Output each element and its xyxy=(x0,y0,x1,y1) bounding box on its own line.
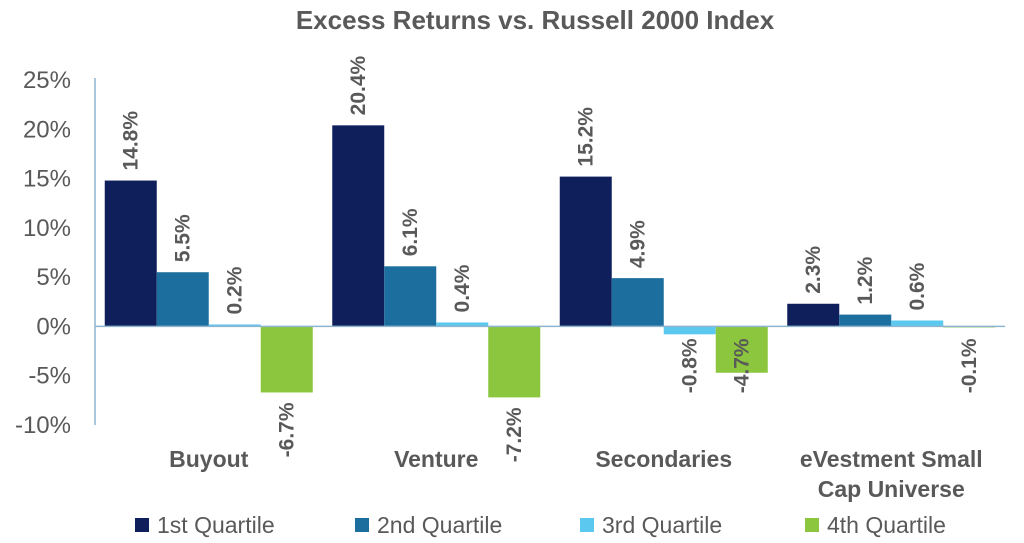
bar xyxy=(208,324,261,327)
legend-label: 3rd Quartile xyxy=(602,512,722,538)
bar xyxy=(156,272,209,327)
legend-label: 2nd Quartile xyxy=(377,512,502,538)
data-label: 4.9% xyxy=(627,220,650,268)
bar xyxy=(332,125,385,327)
bars-group xyxy=(104,125,996,398)
y-tick-label: -10% xyxy=(15,412,71,439)
x-category-label: Buyout xyxy=(169,446,249,472)
legend-swatch xyxy=(805,518,819,532)
bar xyxy=(787,303,840,327)
data-label: 0.4% xyxy=(451,264,474,312)
legend-swatch xyxy=(580,518,594,532)
data-labels: 14.8% 20.4% 15.2% 2.3% 5.5% 6.1% 4.9% 1.2% 0.2% 0… xyxy=(120,55,982,462)
chart-title: Excess Returns vs. Russell 2000 Index xyxy=(296,5,775,35)
legend-swatch xyxy=(135,518,149,532)
y-tick-label: 20% xyxy=(23,116,71,143)
y-tick-label: 15% xyxy=(23,166,71,193)
data-label: -7.2% xyxy=(503,407,526,462)
bar xyxy=(839,314,892,327)
x-axis-category-labels: Buyout Venture Secondaries eVestment Small C… xyxy=(169,446,983,502)
x-category-label: Secondaries xyxy=(595,446,732,472)
bar xyxy=(384,266,437,327)
legend: 1st Quartile 2nd Quartile 3rd Quartile 4th … xyxy=(135,512,946,538)
x-category-label: eVestment Small Cap Universe xyxy=(800,446,983,502)
y-axis-ticks: 25% 20% 15% 10% 5% 0% -5% -10% xyxy=(15,67,71,439)
legend-label: 4th Quartile xyxy=(827,512,946,538)
legend-item: 1st Quartile xyxy=(135,512,275,538)
data-label: 20.4% xyxy=(347,55,370,115)
data-label: 0.6% xyxy=(906,262,929,310)
data-label: 6.1% xyxy=(399,208,422,256)
bar xyxy=(104,180,157,327)
data-label: -0.8% xyxy=(679,338,702,393)
bar xyxy=(488,326,541,398)
data-label: -4.7% xyxy=(731,338,754,393)
data-label: 5.5% xyxy=(172,214,195,262)
data-label: -6.7% xyxy=(276,402,299,457)
data-label: -0.1% xyxy=(958,338,981,393)
bar xyxy=(436,322,489,327)
bar xyxy=(891,320,944,327)
y-tick-label: 0% xyxy=(36,313,71,340)
y-tick-label: 10% xyxy=(23,215,71,242)
legend-swatch xyxy=(355,518,369,532)
legend-item: 4th Quartile xyxy=(805,512,946,538)
data-label: 1.2% xyxy=(854,256,877,304)
bar xyxy=(611,278,664,327)
y-tick-label: -5% xyxy=(28,363,71,390)
bar xyxy=(559,176,612,327)
bar xyxy=(715,326,768,373)
bar xyxy=(260,326,313,393)
bar xyxy=(663,326,716,335)
data-label: 2.3% xyxy=(802,246,825,294)
x-category-label: Venture xyxy=(394,446,478,472)
y-tick-label: 25% xyxy=(23,67,71,94)
data-label: 14.8% xyxy=(120,111,143,171)
data-label: 0.2% xyxy=(224,266,247,314)
data-label: 15.2% xyxy=(575,107,598,167)
legend-item: 2nd Quartile xyxy=(355,512,502,538)
legend-item: 3rd Quartile xyxy=(580,512,722,538)
y-tick-label: 5% xyxy=(36,264,71,291)
legend-label: 1st Quartile xyxy=(157,512,275,538)
